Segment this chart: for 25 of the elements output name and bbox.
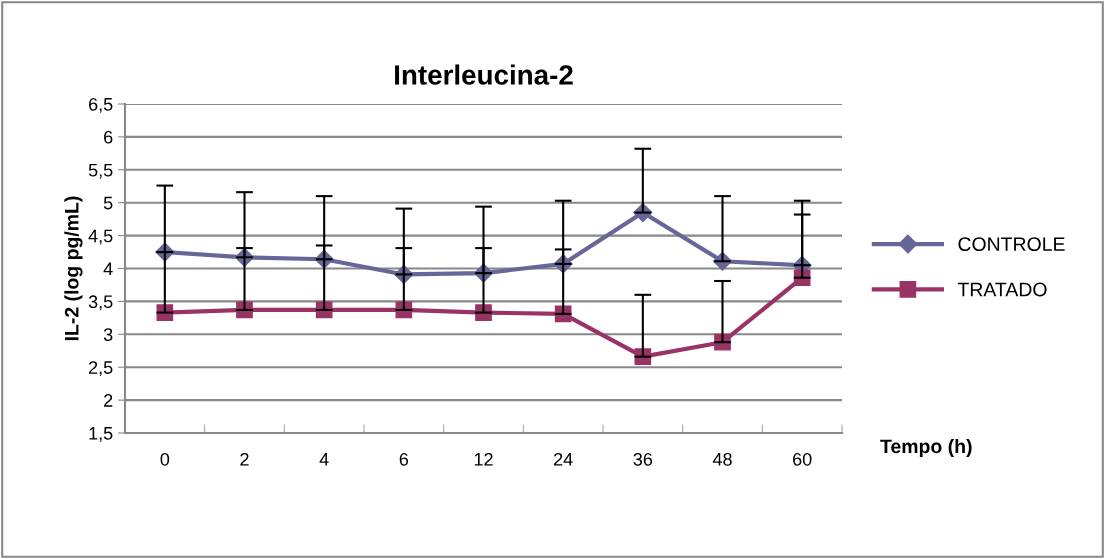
x-tick-label: 2	[240, 452, 249, 466]
y-tick-label: 1,5	[89, 427, 113, 442]
y-tick-label: 4,5	[88, 229, 113, 245]
x-tick-label: 24	[554, 452, 573, 466]
y-tick-label: 4	[103, 262, 113, 276]
y-tick-label: 5,5	[88, 163, 113, 179]
legend-label: CONTROLE	[958, 237, 1065, 252]
chart-title: Interleucina-2	[395, 64, 573, 85]
y-tick-label: 3	[103, 328, 113, 342]
y-tick-label: 6	[104, 130, 113, 144]
x-tick-label: 6	[399, 452, 409, 466]
x-axis-title: Tempo (h)	[880, 438, 972, 458]
legend-label: TRATADO	[957, 282, 1047, 297]
x-tick-label: 48	[712, 452, 732, 466]
x-tick-label: 4	[319, 453, 329, 466]
y-tick-label: 5	[103, 196, 113, 210]
y-axis-title: IL-2 (log pg/mL)	[64, 196, 83, 341]
y-tick-label: 2	[104, 394, 113, 407]
y-tick-label: 3,5	[88, 295, 113, 311]
x-tick-label: 0	[160, 452, 170, 466]
x-tick-label: 12	[474, 452, 493, 466]
x-tick-label: 60	[793, 452, 812, 466]
x-tick-label: 36	[633, 452, 653, 466]
y-tick-label: 2,5	[89, 361, 113, 377]
y-tick-label: 6,5	[89, 97, 113, 113]
